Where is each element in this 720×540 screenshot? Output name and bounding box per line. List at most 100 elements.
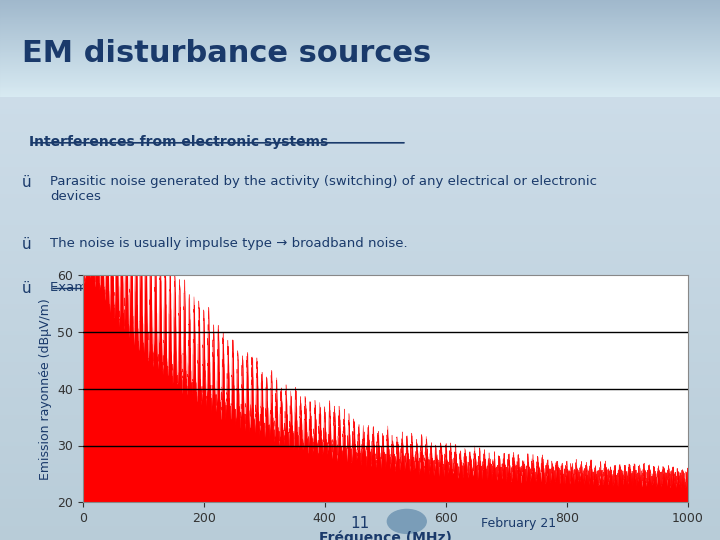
Bar bbox=[0, 119, 720, 124]
Bar bbox=[0, 18, 720, 19]
Bar bbox=[0, 95, 720, 96]
Bar bbox=[0, 41, 720, 42]
Bar bbox=[0, 376, 720, 381]
Bar bbox=[0, 292, 720, 296]
Bar bbox=[0, 39, 720, 40]
Bar bbox=[0, 394, 720, 399]
Bar bbox=[0, 4, 720, 5]
Bar bbox=[0, 11, 720, 12]
Bar bbox=[0, 65, 720, 66]
Text: Example :: Example : bbox=[50, 281, 121, 294]
Bar bbox=[0, 86, 720, 87]
Bar bbox=[0, 288, 720, 292]
Bar bbox=[0, 509, 720, 514]
Bar bbox=[0, 469, 720, 474]
Bar bbox=[0, 51, 720, 52]
Bar bbox=[0, 354, 720, 359]
Bar bbox=[0, 89, 720, 90]
Bar bbox=[0, 83, 720, 84]
Bar bbox=[0, 72, 720, 73]
Bar bbox=[0, 181, 720, 186]
Bar bbox=[0, 319, 720, 323]
Bar bbox=[0, 23, 720, 24]
Bar bbox=[0, 460, 720, 465]
Bar bbox=[0, 36, 720, 37]
Bar bbox=[0, 381, 720, 385]
Bar bbox=[0, 61, 720, 62]
Text: Radiated emission from a 16 bit microcontroller (quartz freq = 8 MHz): Radiated emission from a 16 bit microcon… bbox=[112, 281, 579, 294]
Text: Interferences from electronic systems: Interferences from electronic systems bbox=[29, 135, 328, 149]
Bar bbox=[0, 305, 720, 310]
Bar bbox=[0, 64, 720, 65]
Bar bbox=[0, 482, 720, 487]
Bar bbox=[0, 40, 720, 41]
Bar bbox=[0, 399, 720, 403]
Bar bbox=[0, 66, 720, 67]
Bar bbox=[0, 5, 720, 6]
Bar bbox=[0, 514, 720, 518]
Bar bbox=[0, 146, 720, 150]
Bar bbox=[0, 279, 720, 283]
Bar bbox=[0, 133, 720, 137]
Bar bbox=[0, 82, 720, 83]
Bar bbox=[0, 80, 720, 82]
Bar bbox=[0, 416, 720, 421]
Bar bbox=[0, 7, 720, 8]
Bar bbox=[0, 363, 720, 367]
Bar bbox=[0, 252, 720, 256]
Bar bbox=[0, 429, 720, 434]
Bar bbox=[0, 172, 720, 177]
Bar bbox=[0, 10, 720, 11]
Bar bbox=[0, 28, 720, 29]
Bar bbox=[0, 102, 720, 106]
Bar bbox=[0, 8, 720, 9]
Bar bbox=[0, 32, 720, 33]
Bar bbox=[0, 234, 720, 239]
Text: EM disturbance sources: EM disturbance sources bbox=[22, 39, 431, 68]
Bar bbox=[0, 1, 720, 2]
Bar bbox=[0, 159, 720, 164]
Bar bbox=[0, 310, 720, 314]
Bar bbox=[0, 92, 720, 93]
Bar bbox=[0, 526, 720, 531]
Bar bbox=[0, 55, 720, 56]
Bar bbox=[0, 33, 720, 34]
Bar bbox=[0, 17, 720, 18]
X-axis label: Fréquence (MHz): Fréquence (MHz) bbox=[319, 530, 451, 540]
Bar bbox=[0, 456, 720, 460]
Bar bbox=[0, 261, 720, 266]
Bar bbox=[0, 186, 720, 190]
Text: The noise is usually impulse type → broadband noise.: The noise is usually impulse type → broa… bbox=[50, 237, 408, 249]
Bar bbox=[0, 248, 720, 252]
Bar bbox=[0, 52, 720, 53]
Bar bbox=[0, 30, 720, 31]
Bar bbox=[0, 217, 720, 221]
Bar bbox=[0, 137, 720, 141]
Bar bbox=[0, 425, 720, 429]
Bar bbox=[0, 150, 720, 155]
Bar bbox=[0, 38, 720, 39]
Bar bbox=[0, 15, 720, 16]
Bar bbox=[0, 9, 720, 10]
Bar bbox=[0, 177, 720, 181]
Bar bbox=[0, 48, 720, 49]
Bar bbox=[0, 31, 720, 32]
Bar bbox=[0, 332, 720, 336]
Bar bbox=[0, 199, 720, 204]
Bar bbox=[0, 106, 720, 111]
Bar bbox=[0, 67, 720, 68]
Circle shape bbox=[387, 509, 426, 534]
Bar bbox=[0, 79, 720, 80]
Bar bbox=[0, 407, 720, 411]
Bar bbox=[0, 16, 720, 17]
Bar bbox=[0, 56, 720, 57]
Bar bbox=[0, 226, 720, 230]
Bar bbox=[0, 221, 720, 226]
Bar bbox=[0, 12, 720, 14]
Bar bbox=[0, 323, 720, 327]
Bar bbox=[0, 27, 720, 28]
Bar bbox=[0, 491, 720, 496]
Bar bbox=[0, 25, 720, 26]
Bar bbox=[0, 434, 720, 438]
Bar bbox=[0, 29, 720, 30]
